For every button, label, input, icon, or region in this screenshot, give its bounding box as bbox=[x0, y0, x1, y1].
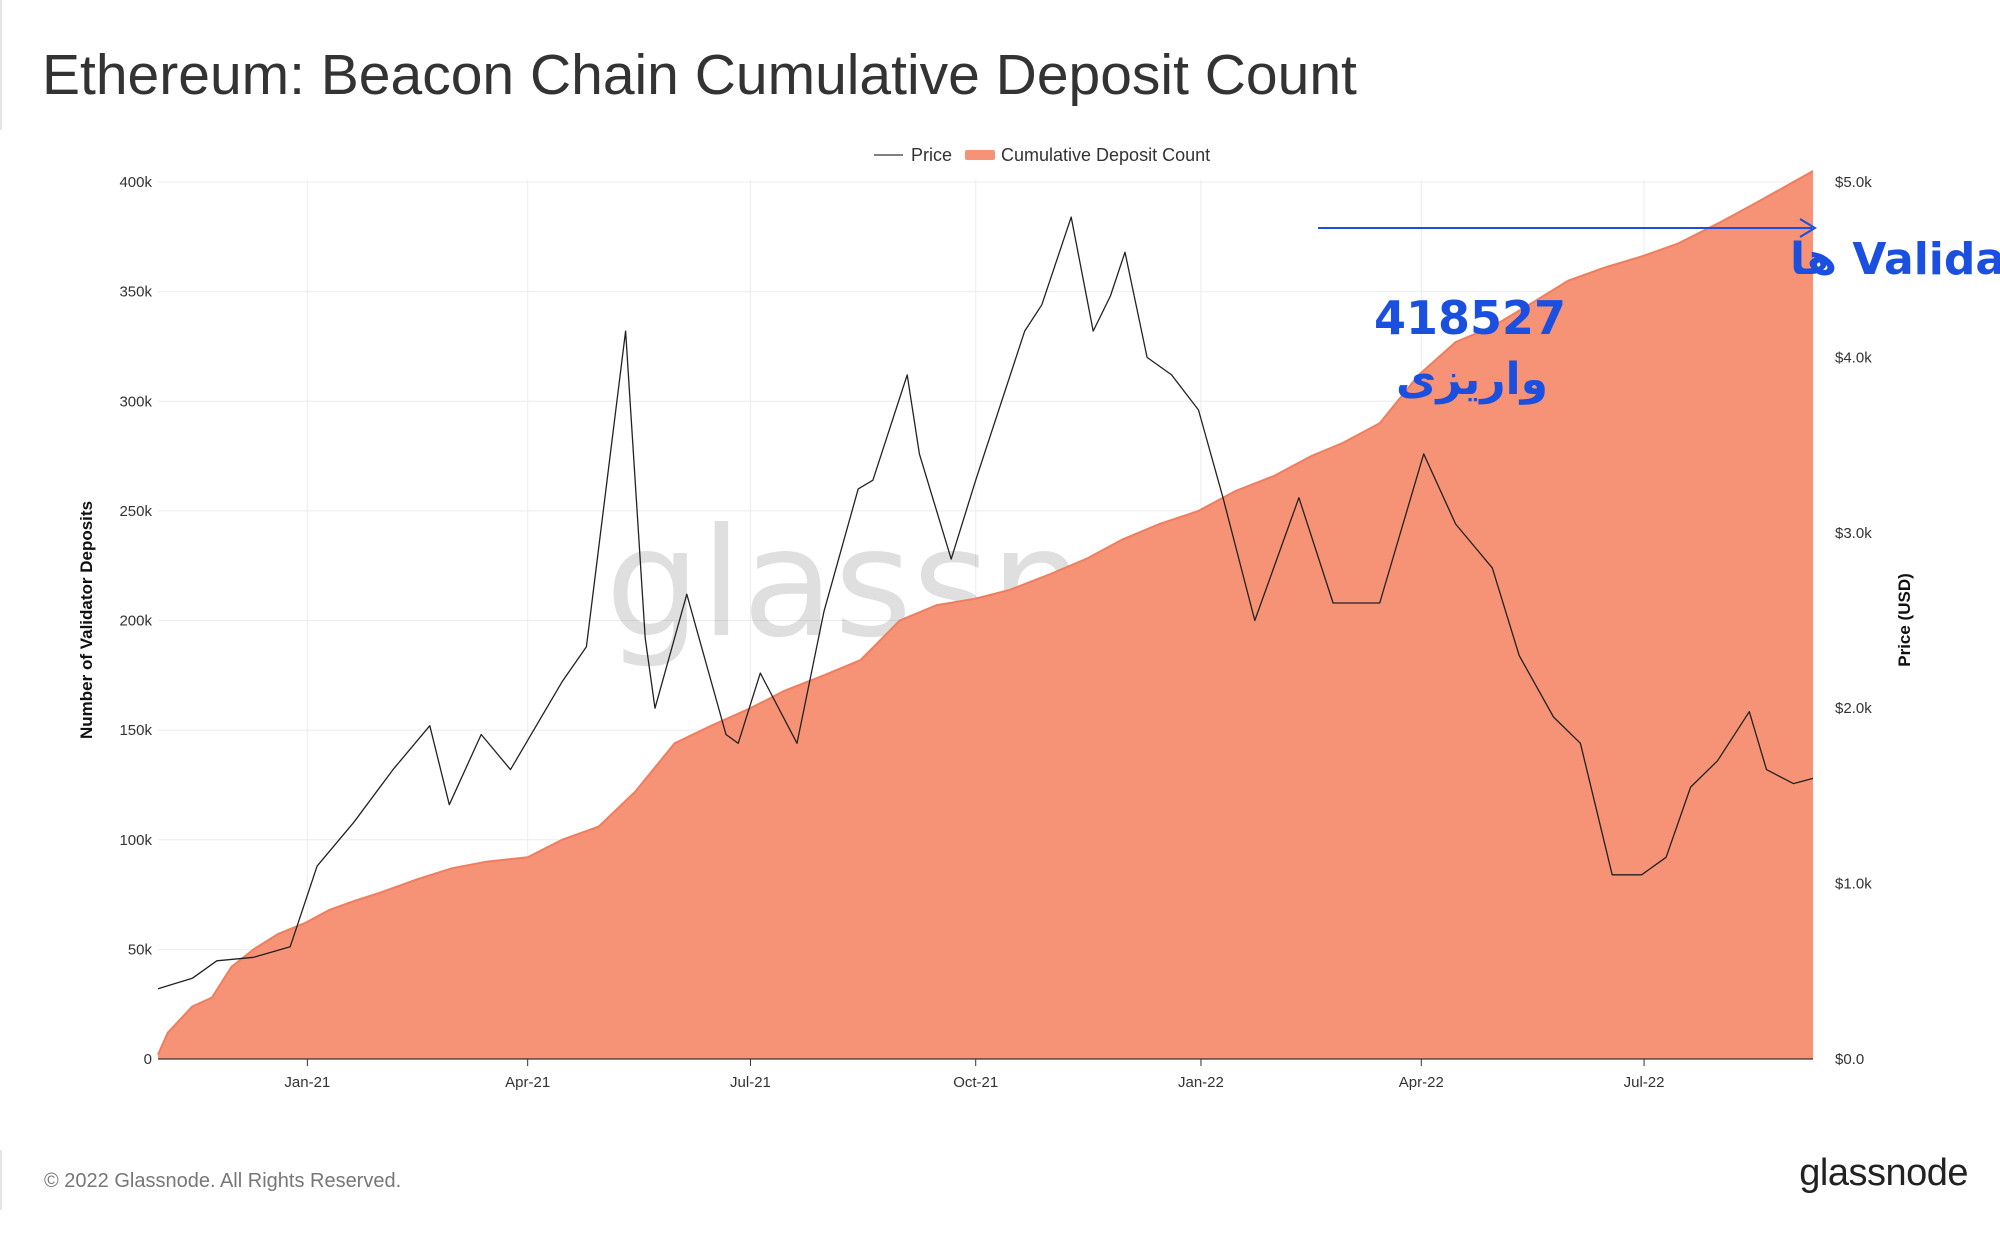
legend-deposit-swatch bbox=[965, 150, 995, 160]
left-tick-label: 300k bbox=[119, 393, 152, 410]
price-line bbox=[157, 216, 1814, 990]
left-tick-label: 350k bbox=[119, 284, 152, 301]
glassnode-logo: glassnode bbox=[1799, 1152, 1968, 1194]
legend-price-label: Price bbox=[911, 145, 952, 165]
page-title: Ethereum: Beacon Chain Cumulative Deposi… bbox=[42, 43, 1357, 107]
left-tick-label: 50k bbox=[128, 941, 153, 958]
copyright-text: © 2022 Glassnode. All Rights Reserved. bbox=[44, 1170, 402, 1192]
left-tick-label: 100k bbox=[119, 832, 152, 849]
price-series-layer bbox=[157, 216, 1814, 990]
cumulative-deposit-edge bbox=[157, 170, 1814, 1056]
legend: Price Cumulative Deposit Count bbox=[874, 145, 1210, 165]
left-tick-label: 0 bbox=[144, 1051, 152, 1068]
right-axis-title: Price (USD) bbox=[1895, 573, 1914, 667]
right-tick-label: $2.0k bbox=[1835, 700, 1872, 717]
left-axis-title: Number of Validator Deposits bbox=[77, 501, 96, 739]
annotation: تعداد واریزی های Validator ها 418527 واریز… bbox=[1318, 218, 2000, 405]
left-rule-bottom bbox=[0, 1150, 2, 1210]
x-tick-label: Jul-22 bbox=[1624, 1074, 1665, 1091]
right-tick-label: $4.0k bbox=[1835, 349, 1872, 366]
x-tick-label: Jan-22 bbox=[1178, 1074, 1224, 1091]
left-tick-label: 200k bbox=[119, 613, 152, 630]
x-tick-label: Jul-21 bbox=[730, 1074, 771, 1091]
x-tick-label: Apr-22 bbox=[1399, 1074, 1444, 1091]
annotation-line-3: واریزی bbox=[1396, 354, 1548, 405]
right-tick-label: $3.0k bbox=[1835, 525, 1872, 542]
right-tick-label: $0.0 bbox=[1835, 1051, 1864, 1068]
left-tick-label: 150k bbox=[119, 722, 152, 739]
x-tick-label: Jan-21 bbox=[284, 1074, 330, 1091]
x-tick-label: Oct-21 bbox=[953, 1074, 998, 1091]
x-tick-label: Apr-21 bbox=[505, 1074, 550, 1091]
annotation-arrowhead bbox=[1799, 218, 1817, 238]
area-series-layer bbox=[157, 170, 1814, 1059]
annotation-line-2: 418527 bbox=[1374, 291, 1566, 345]
annotation-line-1: تعداد واریزی های Validator ها bbox=[1790, 234, 2000, 285]
legend-deposit-label: Cumulative Deposit Count bbox=[1001, 145, 1210, 165]
left-tick-label: 250k bbox=[119, 503, 152, 520]
right-tick-label: $1.0k bbox=[1835, 876, 1872, 893]
axes: 0 50k 100k 150k 200k 250k 300k 350k 400k $0.0 $1.0… bbox=[77, 174, 1914, 1091]
left-rule bbox=[0, 0, 2, 130]
right-tick-label: $5.0k bbox=[1835, 174, 1872, 191]
left-tick-label: 400k bbox=[119, 174, 152, 191]
